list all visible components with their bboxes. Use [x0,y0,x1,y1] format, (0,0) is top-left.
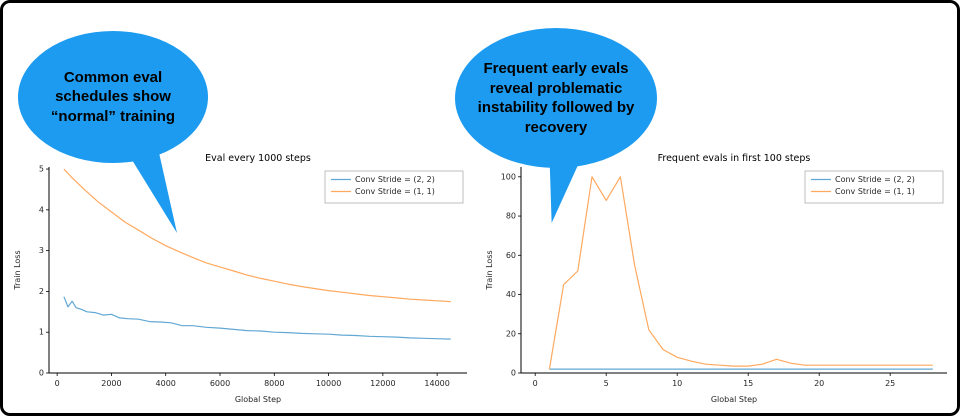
speech-bubble-left: Common eval schedules show “normal” trai… [18,31,208,163]
y-axis-label: Train Loss [13,250,22,290]
x-tick-label: 14000 [424,379,449,388]
legend-box [324,170,464,204]
legend-box [804,170,944,204]
y-tick-label: 2 [39,287,44,296]
y-tick-label: 3 [39,246,44,255]
chart-title: Frequent evals in first 100 steps [658,153,811,164]
x-tick-label: 5 [604,379,609,388]
x-tick-label: 10000 [316,379,341,388]
y-tick-label: 100 [501,172,516,181]
x-axis-label: Global Step [711,395,757,404]
x-tick-label: 6000 [210,379,230,388]
x-tick-label: 0 [533,379,538,388]
chart-title: Eval every 1000 steps [205,153,311,164]
legend-label: Conv Stride = (2, 2) [355,175,435,184]
chart-frequent-evals-first-100-steps: 0 5 10 15 20 25 0 20 40 60 80 100 Frequent evals in … [485,153,947,404]
chart-eval-every-1000-steps: 0 2000 4000 6000 8000 10000 12000 14000 0 1 2 3 4 5 Ev… [13,153,467,404]
y-axis-label: Train Loss [485,250,494,290]
series-line-conv-stride-2-2 [63,296,451,340]
y-tick-label: 40 [506,290,516,299]
series-line-conv-stride-1-1 [63,168,451,303]
x-tick-label: 8000 [264,379,284,388]
x-tick-label: 10 [672,379,682,388]
y-tick-label: 0 [511,369,516,378]
legend-label: Conv Stride = (2, 2) [835,175,915,184]
legend-label: Conv Stride = (1, 1) [355,187,435,196]
x-tick-label: 0 [55,379,60,388]
y-tick-label: 60 [506,251,516,260]
legend-label: Conv Stride = (1, 1) [835,187,915,196]
x-tick-label: 12000 [370,379,395,388]
x-tick-label: 15 [743,379,753,388]
x-tick-label: 2000 [101,379,121,388]
x-tick-label: 25 [885,379,895,388]
y-tick-label: 4 [39,205,44,214]
speech-bubble-left-text: Common eval schedules show “normal” trai… [50,68,176,125]
speech-bubble-right-text: Frequent early evals reveal problematic … [477,60,635,136]
y-tick-label: 80 [506,212,516,221]
x-tick-label: 4000 [156,379,176,388]
y-tick-label: 20 [506,329,516,338]
speech-bubble-right: Frequent early evals reveal problematic … [455,28,657,168]
y-tick-label: 0 [39,369,44,378]
series-line-conv-stride-1-1 [548,176,933,370]
y-tick-label: 1 [39,328,44,337]
x-axis-label: Global Step [235,395,281,404]
y-tick-label: 5 [39,165,44,174]
x-tick-label: 20 [814,379,824,388]
